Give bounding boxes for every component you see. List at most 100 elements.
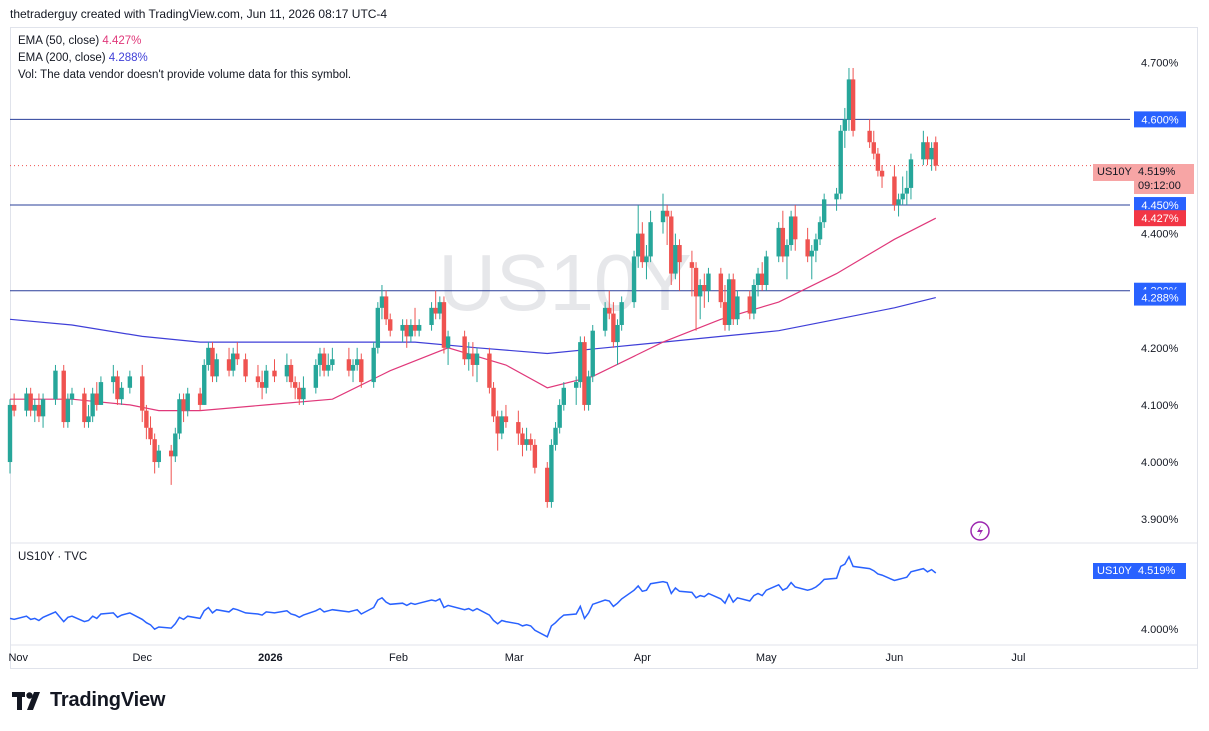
candle[interactable] xyxy=(445,330,451,365)
candle[interactable] xyxy=(528,433,533,451)
candle[interactable] xyxy=(214,353,219,383)
candle[interactable] xyxy=(896,193,901,217)
candle[interactable] xyxy=(817,216,823,246)
candle[interactable] xyxy=(503,404,509,428)
tradingview-logo[interactable]: TradingView xyxy=(12,689,165,712)
candle[interactable] xyxy=(499,410,505,440)
candle[interactable] xyxy=(400,319,405,343)
candle[interactable] xyxy=(805,227,810,263)
candle[interactable] xyxy=(301,376,306,405)
candle[interactable] xyxy=(28,387,33,417)
candle[interactable] xyxy=(226,347,232,377)
candle[interactable] xyxy=(65,393,71,428)
candle[interactable] xyxy=(61,364,66,428)
candle[interactable] xyxy=(272,359,277,383)
candle[interactable] xyxy=(780,210,786,263)
candle[interactable] xyxy=(168,444,174,485)
candle[interactable] xyxy=(326,353,331,377)
candle[interactable] xyxy=(557,399,562,434)
candle[interactable] xyxy=(264,364,269,394)
candle[interactable] xyxy=(561,382,567,411)
candle[interactable] xyxy=(842,107,848,148)
candle[interactable] xyxy=(206,342,211,371)
candle[interactable] xyxy=(611,302,616,348)
candle[interactable] xyxy=(706,267,711,303)
candle[interactable] xyxy=(722,285,728,331)
candle[interactable] xyxy=(892,165,897,211)
candle[interactable] xyxy=(416,319,422,337)
candle[interactable] xyxy=(553,422,558,451)
candle[interactable] xyxy=(702,273,707,308)
candle[interactable] xyxy=(524,427,529,451)
candle[interactable] xyxy=(607,290,612,320)
candle[interactable] xyxy=(875,147,881,177)
candle[interactable] xyxy=(470,342,476,377)
candle[interactable] xyxy=(693,262,699,331)
candle[interactable] xyxy=(330,347,335,371)
candle[interactable] xyxy=(292,376,298,400)
candle[interactable] xyxy=(429,302,434,331)
candle[interactable] xyxy=(821,193,827,228)
candle[interactable] xyxy=(764,250,769,291)
candle[interactable] xyxy=(747,290,752,320)
candle[interactable] xyxy=(697,279,703,320)
candle[interactable] xyxy=(520,427,525,457)
candle[interactable] xyxy=(491,382,496,423)
candle[interactable] xyxy=(759,262,765,291)
candle[interactable] xyxy=(644,245,649,280)
candle[interactable] xyxy=(751,279,757,320)
candle[interactable] xyxy=(24,387,29,417)
candle[interactable] xyxy=(148,416,153,445)
candle[interactable] xyxy=(462,330,467,365)
candle[interactable] xyxy=(350,359,356,383)
candle[interactable] xyxy=(545,462,550,508)
candle[interactable] xyxy=(735,290,740,325)
candle[interactable] xyxy=(210,342,215,383)
candle[interactable] xyxy=(549,439,554,508)
candle[interactable] xyxy=(908,153,914,200)
candle[interactable] xyxy=(32,399,37,423)
candle[interactable] xyxy=(925,136,930,166)
candle[interactable] xyxy=(813,233,819,263)
candle[interactable] xyxy=(793,205,798,251)
candle[interactable] xyxy=(173,427,178,463)
candle[interactable] xyxy=(40,393,46,428)
candle[interactable] xyxy=(111,364,116,394)
candle[interactable] xyxy=(7,399,13,474)
candle[interactable] xyxy=(284,353,290,383)
candle[interactable] xyxy=(359,353,364,388)
candle[interactable] xyxy=(346,347,352,377)
candle[interactable] xyxy=(602,302,608,337)
candle[interactable] xyxy=(243,353,248,383)
candle[interactable] xyxy=(677,239,682,291)
candle[interactable] xyxy=(288,359,294,388)
candle[interactable] xyxy=(640,222,645,268)
candle[interactable] xyxy=(516,410,521,445)
candle[interactable] xyxy=(36,393,42,423)
candle[interactable] xyxy=(235,342,240,365)
candle[interactable] xyxy=(181,393,186,423)
candle[interactable] xyxy=(900,176,905,206)
candle[interactable] xyxy=(689,250,695,297)
candle[interactable] xyxy=(185,387,190,417)
candle[interactable] xyxy=(718,267,724,308)
candle[interactable] xyxy=(94,382,99,411)
candle[interactable] xyxy=(437,296,443,320)
candle[interactable] xyxy=(156,444,161,468)
candle[interactable] xyxy=(144,404,149,440)
candle[interactable] xyxy=(313,359,319,394)
candle[interactable] xyxy=(573,376,579,405)
candle[interactable] xyxy=(669,210,674,285)
candle[interactable] xyxy=(255,364,261,388)
candle[interactable] xyxy=(177,393,182,440)
candle[interactable] xyxy=(152,433,157,474)
candle[interactable] xyxy=(904,170,910,206)
legend-ema50[interactable]: EMA (50, close) 4.427% xyxy=(18,35,141,47)
candle[interactable] xyxy=(673,233,678,280)
candle[interactable] xyxy=(379,285,385,320)
candle[interactable] xyxy=(631,250,637,308)
candle[interactable] xyxy=(788,210,794,251)
candle[interactable] xyxy=(466,342,471,371)
candle[interactable] xyxy=(615,319,620,365)
candle[interactable] xyxy=(202,359,207,405)
